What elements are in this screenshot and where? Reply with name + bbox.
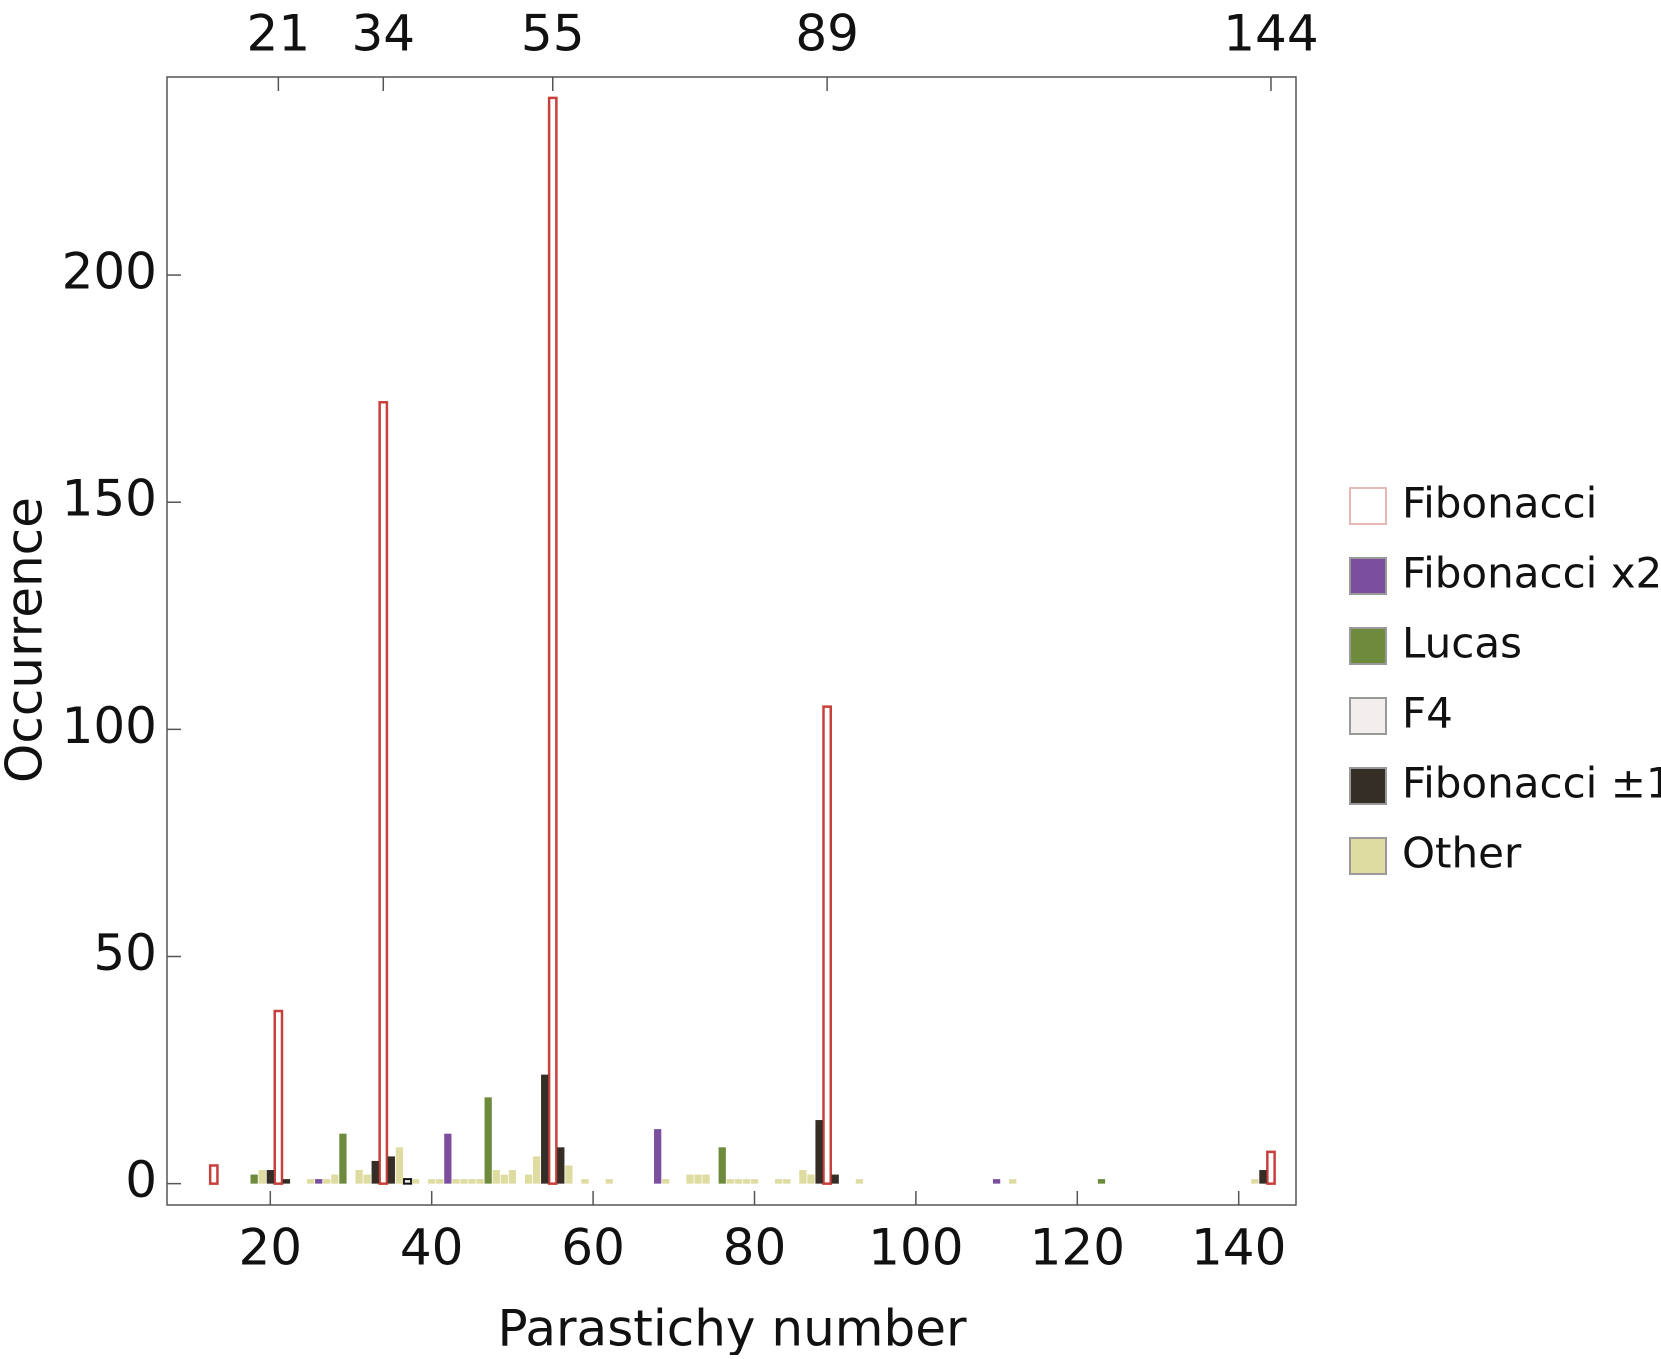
bar <box>258 1170 266 1184</box>
legend-swatch <box>1349 557 1387 595</box>
x-tick-label: 100 <box>868 1219 963 1277</box>
bar <box>686 1174 694 1184</box>
legend-label: Fibonacci ±1 <box>1402 759 1661 808</box>
bar <box>1009 1179 1017 1184</box>
bar <box>395 1147 404 1184</box>
x2-tick-label: 144 <box>1223 5 1318 63</box>
x-tick-label: 120 <box>1030 1219 1125 1277</box>
bar <box>273 1009 284 1185</box>
bar <box>402 1178 413 1185</box>
bar <box>315 1179 323 1184</box>
bar <box>815 1120 823 1184</box>
x-tick-label: 20 <box>238 1219 302 1277</box>
x-tick-label: 80 <box>723 1219 787 1277</box>
bar <box>750 1179 759 1184</box>
x2-tick-label: 21 <box>247 5 311 63</box>
bar <box>444 1133 452 1184</box>
bar <box>726 1179 734 1184</box>
bar <box>807 1174 815 1184</box>
bar <box>822 705 833 1185</box>
y-tick-label: 200 <box>62 243 157 301</box>
bar <box>484 1097 492 1184</box>
bar <box>371 1160 379 1184</box>
legend-swatch <box>1349 487 1387 525</box>
y-tick-label: 50 <box>93 924 157 982</box>
bar <box>355 1170 363 1184</box>
bar <box>387 1156 395 1184</box>
x-tick-label: 60 <box>561 1219 625 1277</box>
bar <box>363 1174 371 1184</box>
legend-label: Lucas <box>1402 619 1522 668</box>
bar <box>323 1179 331 1184</box>
legend-label: F4 <box>1402 689 1453 738</box>
x-tick-label: 140 <box>1191 1219 1286 1277</box>
y-axis-label: Occurrence <box>0 497 54 783</box>
bar <box>1251 1179 1259 1184</box>
bar <box>694 1174 702 1184</box>
bar <box>1097 1179 1106 1184</box>
bar <box>250 1174 258 1184</box>
bar <box>508 1170 517 1184</box>
bar <box>532 1156 541 1184</box>
legend-swatch <box>1349 767 1387 805</box>
bar <box>1266 1150 1276 1185</box>
bar <box>1259 1170 1267 1184</box>
bar <box>266 1170 274 1184</box>
bar <box>547 96 558 1185</box>
bar <box>492 1170 500 1184</box>
bar <box>799 1170 807 1184</box>
bar <box>775 1179 783 1184</box>
bar <box>476 1179 484 1184</box>
bar <box>654 1129 662 1184</box>
bar <box>460 1179 468 1184</box>
bar <box>339 1133 347 1184</box>
bar <box>662 1179 670 1184</box>
bar <box>565 1165 573 1184</box>
legend-swatch <box>1349 627 1387 665</box>
legend-label: Fibonacci x2 <box>1402 549 1661 598</box>
bar <box>718 1147 726 1184</box>
bar <box>307 1179 315 1184</box>
x2-tick-label: 34 <box>351 5 415 63</box>
bar <box>331 1174 339 1184</box>
legend-label: Fibonacci <box>1402 479 1597 528</box>
bar <box>581 1179 589 1184</box>
bar <box>557 1147 565 1184</box>
bar <box>605 1179 613 1184</box>
y-tick-label: 150 <box>62 470 157 528</box>
bar <box>702 1174 710 1184</box>
y-tick-label: 100 <box>62 697 157 755</box>
x-tick-label: 40 <box>400 1219 464 1277</box>
bar <box>436 1179 444 1184</box>
bar <box>831 1174 839 1184</box>
y-tick-label: 0 <box>125 1151 157 1209</box>
bar <box>378 401 389 1185</box>
bar <box>468 1179 476 1184</box>
bar <box>428 1179 436 1184</box>
x-axis-label: Parastichy number <box>497 1300 967 1356</box>
bar <box>855 1179 864 1184</box>
legend-swatch <box>1349 697 1387 735</box>
bar <box>282 1179 291 1184</box>
x2-tick-label: 89 <box>795 5 859 63</box>
bar <box>208 1164 219 1185</box>
bar <box>524 1174 533 1184</box>
bar <box>411 1179 420 1184</box>
bar <box>783 1179 791 1184</box>
bar <box>452 1179 460 1184</box>
bar <box>734 1179 742 1184</box>
bar <box>742 1179 751 1184</box>
legend-label: Other <box>1402 829 1522 878</box>
legend-swatch <box>1349 837 1387 875</box>
x2-tick-label: 55 <box>521 5 585 63</box>
bar <box>541 1074 549 1184</box>
bar <box>992 1179 1001 1184</box>
bar <box>500 1174 508 1184</box>
plot-frame <box>166 76 1297 1206</box>
